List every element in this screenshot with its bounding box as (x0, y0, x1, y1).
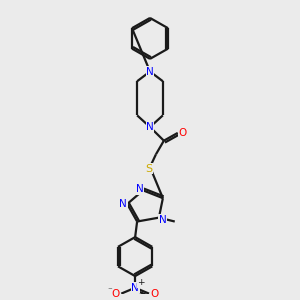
Text: O: O (111, 289, 119, 298)
Text: O: O (151, 289, 159, 298)
Text: N: N (146, 67, 154, 76)
Text: N: N (159, 214, 167, 225)
Text: N: N (146, 122, 154, 132)
Text: S: S (146, 164, 153, 174)
Text: ⁻: ⁻ (107, 286, 112, 295)
Text: N: N (136, 184, 144, 194)
Text: O: O (178, 128, 187, 138)
Text: N: N (131, 283, 139, 293)
Text: N: N (119, 199, 127, 209)
Text: +: + (137, 278, 145, 287)
